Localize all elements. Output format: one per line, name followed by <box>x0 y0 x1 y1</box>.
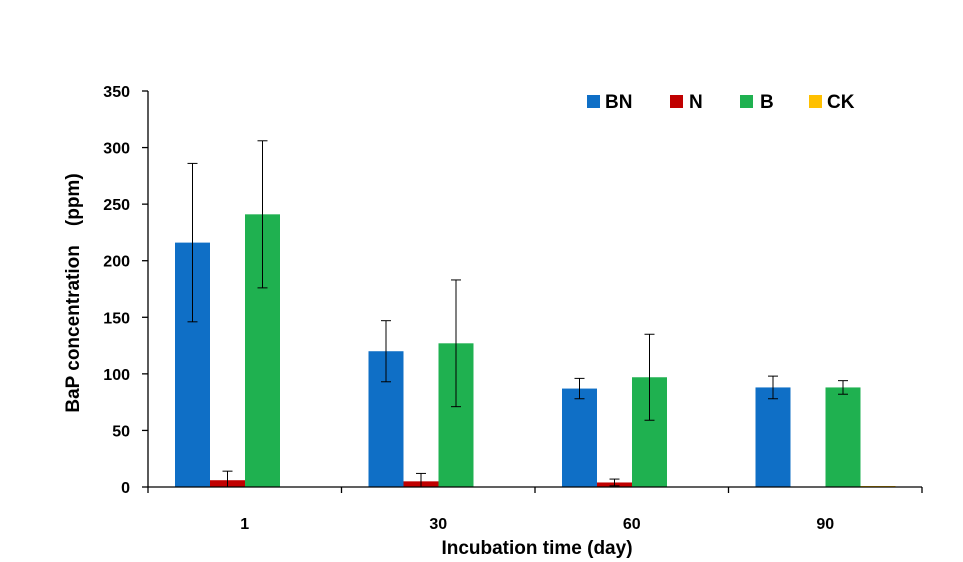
legend-swatch <box>670 95 683 108</box>
error-bar-b-day-30 <box>451 279 461 408</box>
y-tick-label: 150 <box>103 310 130 327</box>
legend-label: N <box>689 92 703 113</box>
x-axis-title: Incubation time (day) <box>441 538 632 559</box>
x-tick-label-60: 60 <box>623 516 641 533</box>
legend-item-bn: BN <box>587 92 632 113</box>
y-tick-label: 200 <box>103 254 130 271</box>
y-tick-label: 250 <box>103 197 130 214</box>
legend-item-ck: CK <box>809 92 855 113</box>
legend-label: CK <box>827 92 855 113</box>
error-bar-b-day-1 <box>257 140 268 289</box>
y-tick-label: 50 <box>112 423 130 440</box>
error-bar-bn-day-30 <box>381 320 391 383</box>
error-bar-b-day-90 <box>838 380 848 395</box>
legend-swatch <box>587 95 600 108</box>
bars-layer <box>175 214 896 487</box>
legend-item-n: N <box>670 92 703 113</box>
bar-b-day-90 <box>825 387 861 487</box>
error-bar-bn-day-1 <box>187 162 198 323</box>
x-tick-label-30: 30 <box>429 516 447 533</box>
y-tick-label: 350 <box>103 84 130 101</box>
x-tick-label-90: 90 <box>816 516 834 533</box>
legend-label: B <box>760 92 774 113</box>
legend: BN N B CK <box>587 92 855 113</box>
y-axis-title: BaP concentration (ppm) <box>63 173 84 412</box>
y-tick-label: 0 <box>121 480 130 497</box>
y-tick-label: 100 <box>103 367 130 384</box>
legend-swatch <box>809 95 822 108</box>
legend-item-b: B <box>740 92 774 113</box>
error-bar-bn-day-90 <box>768 375 778 400</box>
bar-bn-day-60 <box>562 388 597 487</box>
error-bar-n-day-60 <box>609 478 620 487</box>
error-bars-layer <box>187 140 848 488</box>
error-bar-bn-day-60 <box>574 377 585 400</box>
legend-swatch <box>740 95 753 108</box>
x-axis-ticks: 1 30 60 90 <box>147 487 923 533</box>
legend-label: BN <box>605 92 632 113</box>
y-axis-ticks: 0 50 100 150 200 250 300 350 <box>103 84 148 497</box>
bar-bn-day-90 <box>755 387 791 487</box>
x-tick-label-1: 1 <box>240 516 249 533</box>
error-bar-b-day-60 <box>644 333 655 421</box>
y-tick-label: 300 <box>103 141 130 158</box>
